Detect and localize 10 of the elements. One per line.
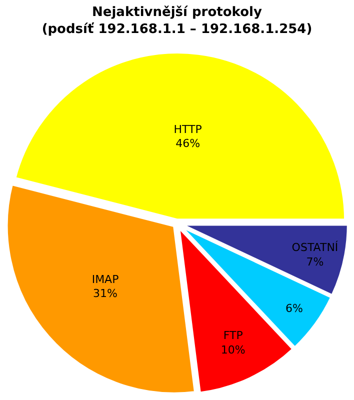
data-label: 46% [176,137,200,150]
data-label: 7% [306,255,324,268]
chart-title: Nejaktivnější protokoly (podsíť 192.168.1.1 – 192.168.1.254) [42,5,312,37]
data-label: 31% [93,287,118,300]
slice-label: HTTP [174,122,202,136]
slice-label: FTP [223,329,244,342]
data-label: 10% [220,343,246,356]
slice-label: OSTATNÍ [292,240,338,254]
data-label: 6% [286,302,304,316]
slice-label: IMAP [92,272,120,286]
